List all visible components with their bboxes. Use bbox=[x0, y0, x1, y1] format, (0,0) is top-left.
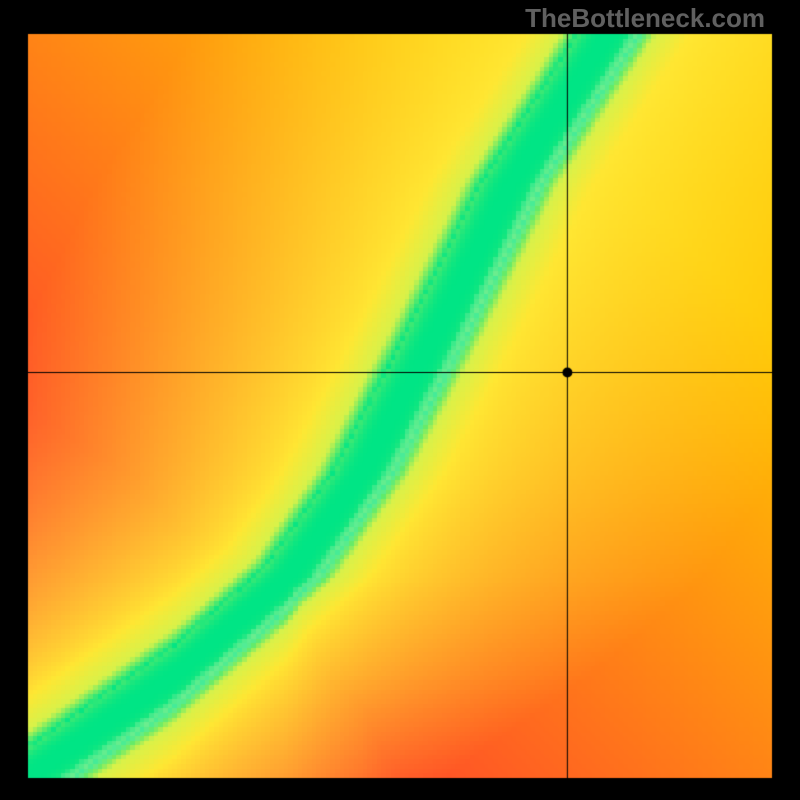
watermark-text: TheBottleneck.com bbox=[525, 3, 765, 34]
chart-container: TheBottleneck.com bbox=[0, 0, 800, 800]
bottleneck-heatmap-canvas bbox=[0, 0, 800, 800]
